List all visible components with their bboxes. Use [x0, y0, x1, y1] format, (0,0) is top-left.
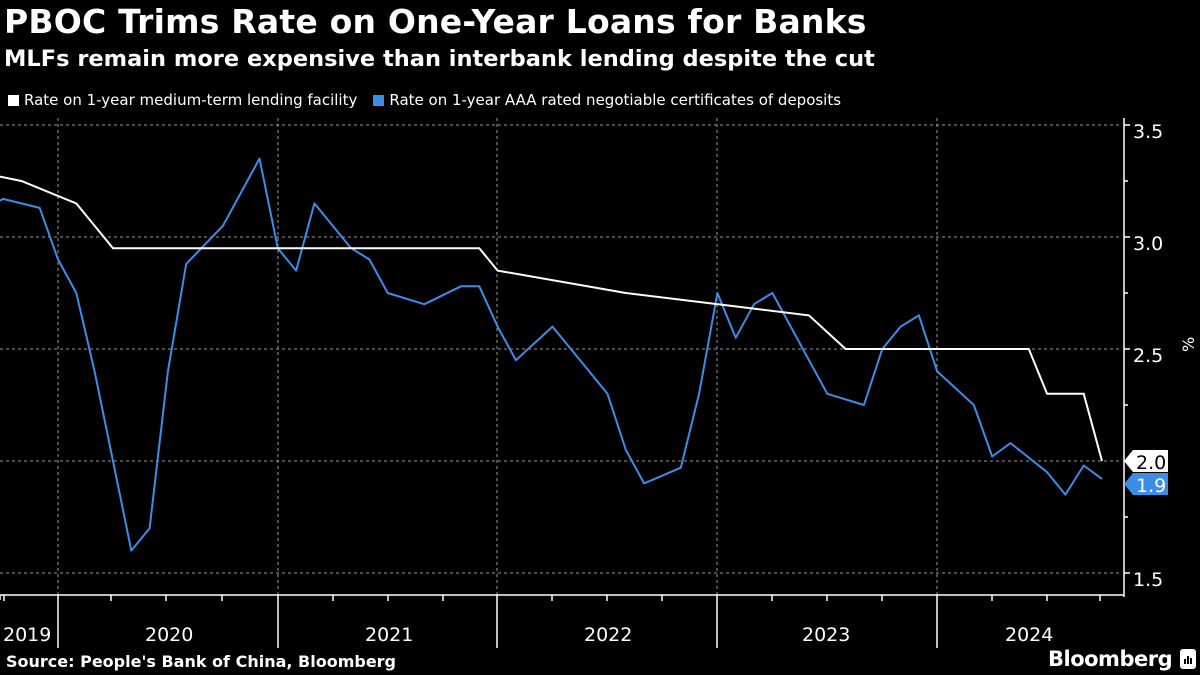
legend-item-ncd: Rate on 1-year AAA rated negotiable cert… [373, 91, 841, 109]
end-label-mlf: 2.0 [1124, 450, 1168, 474]
end-value-ncd: 1.9 [1136, 475, 1166, 497]
gridlines [0, 118, 1122, 597]
ncd-rate-line [0, 157, 1103, 552]
legend-swatch-blue-icon [373, 94, 385, 106]
chart-title: PBOC Trims Rate on One-Year Loans for Ba… [4, 2, 867, 41]
y-axis [1123, 118, 1130, 597]
source-note: Source: People's Bank of China, Bloomber… [6, 652, 397, 671]
legend-label: Rate on 1-year medium-term lending facil… [24, 91, 358, 109]
x-tick-label: 2020 [145, 624, 193, 646]
y-unit-label: % [1179, 337, 1198, 352]
legend: Rate on 1-year medium-term lending facil… [8, 91, 857, 109]
bloomberg-logo: Bloomberg [1048, 647, 1197, 671]
y-tick-label: 2.5 [1133, 345, 1163, 367]
bloomberg-chart-icon [1180, 649, 1197, 669]
x-tick-label: 2021 [365, 624, 413, 646]
x-axis [0, 594, 1124, 648]
mlf-rate-line [0, 175, 1103, 462]
end-value-mlf: 2.0 [1136, 452, 1166, 474]
end-label-ncd: 1.9 [1124, 473, 1168, 497]
x-tick-label: 2024 [1005, 624, 1053, 646]
chart-subtitle: MLFs remain more expensive than interban… [4, 46, 875, 72]
x-tick-label: 2019 [3, 624, 51, 646]
y-tick-label: 3.0 [1133, 233, 1163, 255]
y-tick-label: 1.5 [1133, 569, 1163, 591]
legend-swatch-white-icon [8, 94, 19, 106]
legend-item-mlf: Rate on 1-year medium-term lending facil… [8, 91, 357, 109]
x-tick-label: 2022 [584, 624, 632, 646]
x-tick-label: 2023 [802, 624, 850, 646]
legend-label: Rate on 1-year AAA rated negotiable cert… [389, 91, 842, 109]
y-tick-label: 3.5 [1133, 121, 1163, 143]
brand-text: Bloomberg [1048, 647, 1173, 671]
